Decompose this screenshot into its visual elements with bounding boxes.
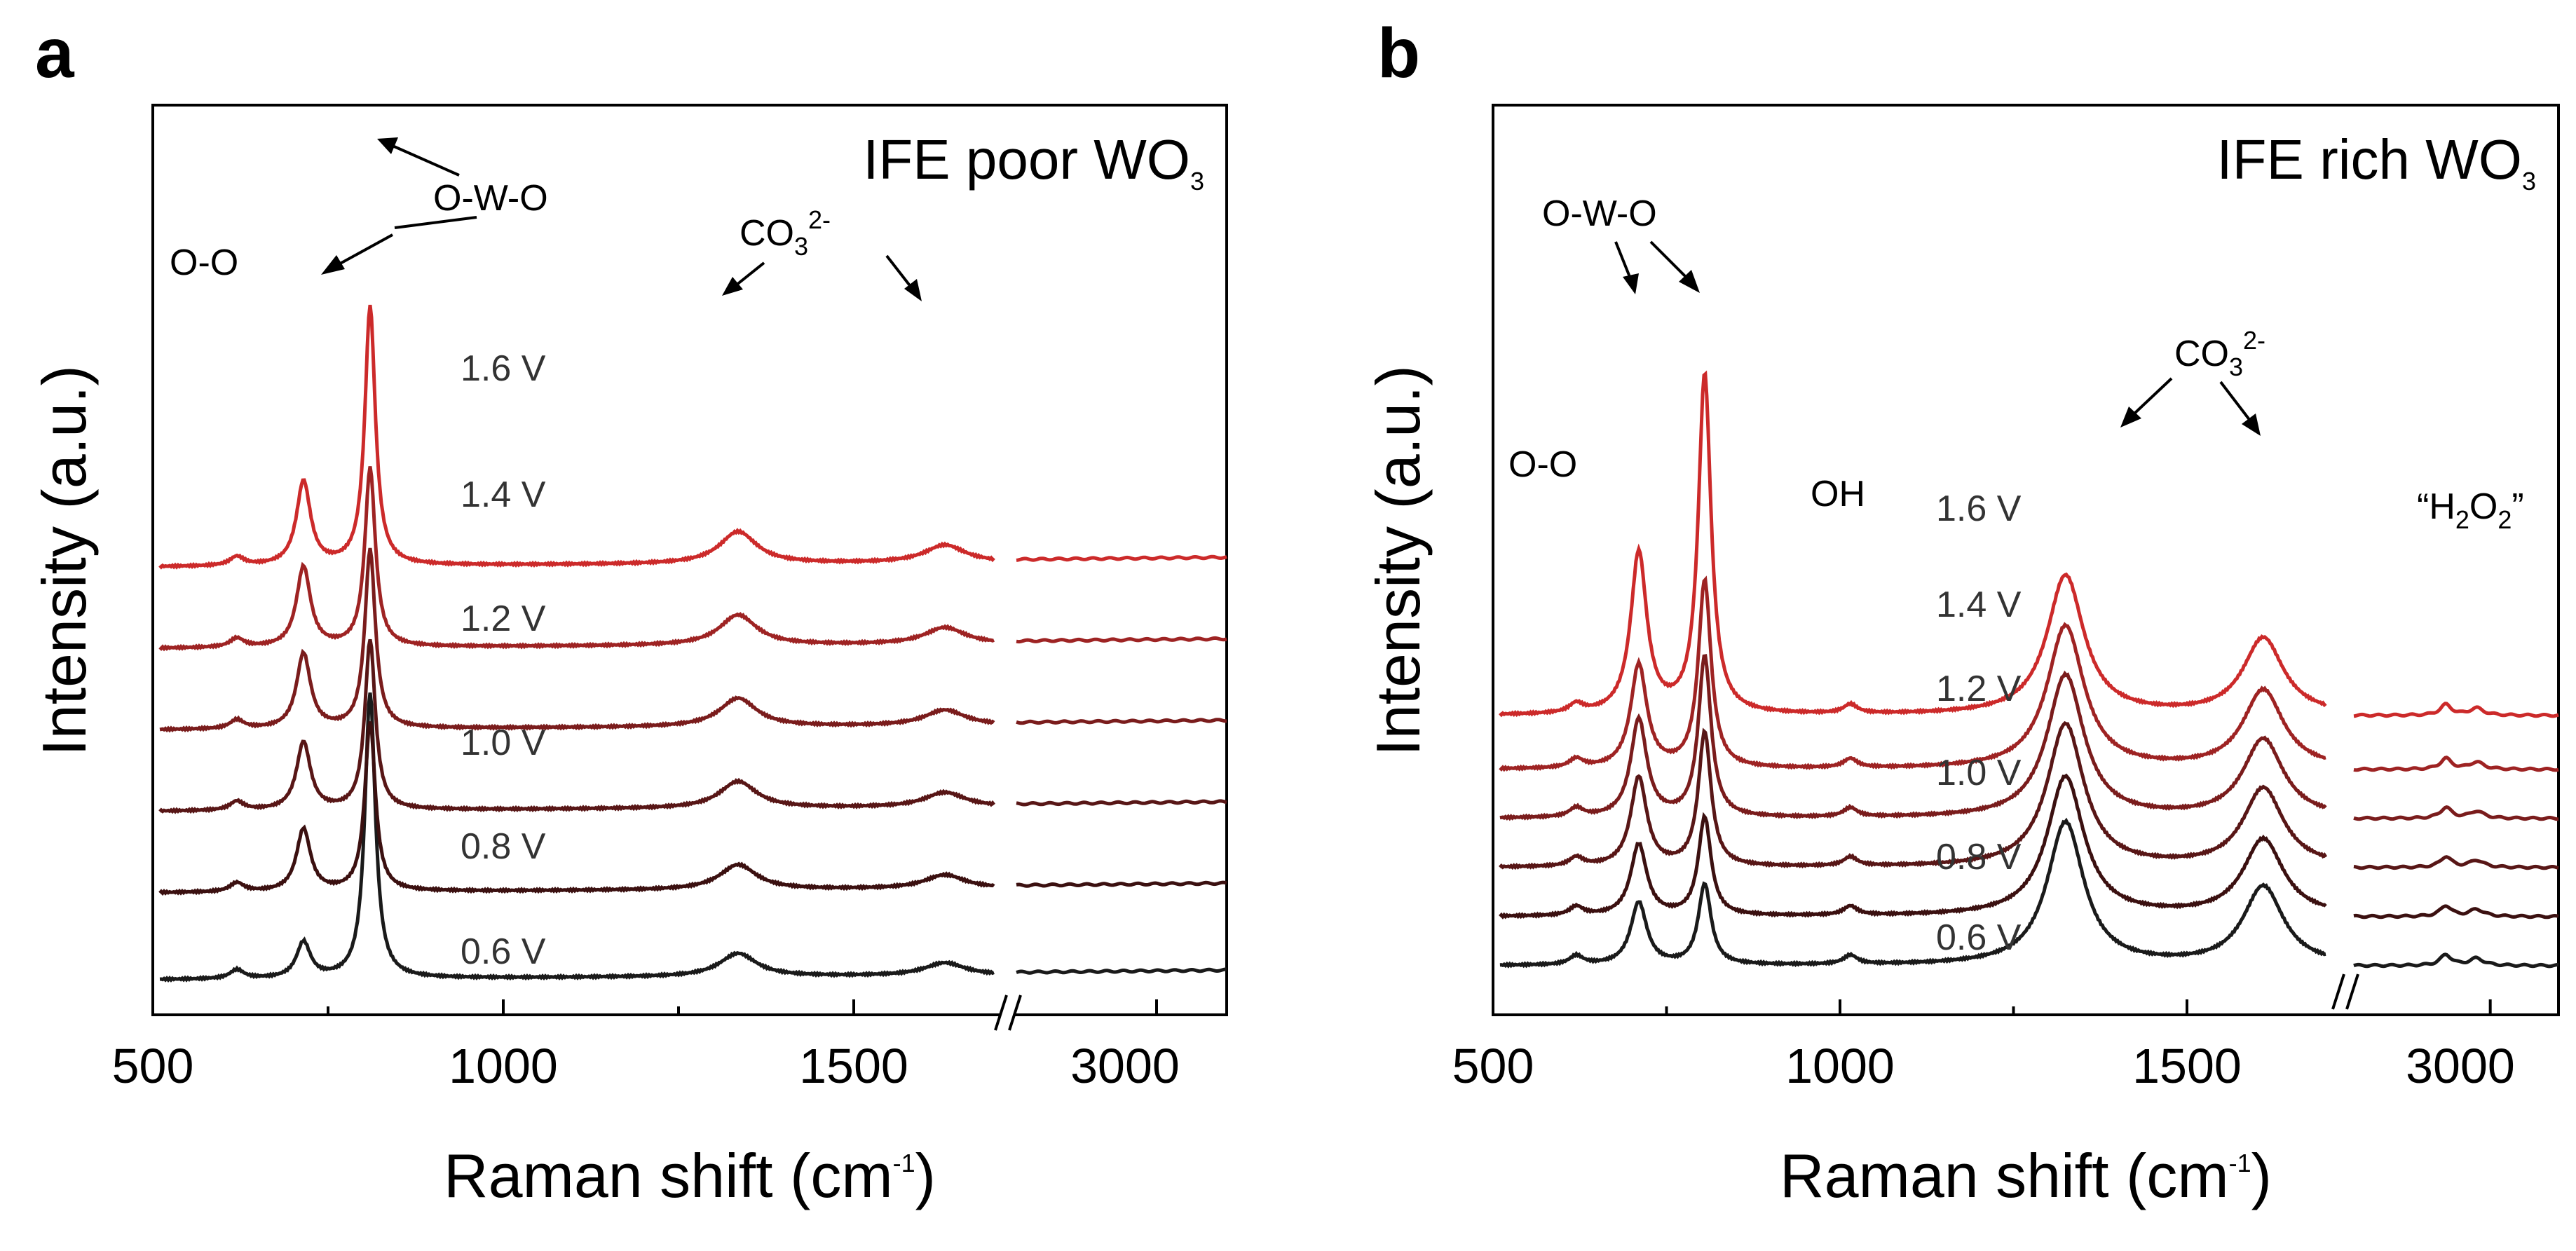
panel-a-series-label: 0.8 V: [461, 826, 546, 867]
panel-a-curves: [158, 304, 1227, 983]
spectrum-line-16V-high: [2353, 702, 2559, 718]
spectrum-line-14V: [158, 466, 995, 652]
panel-b-ann-o-o: O-O: [1508, 444, 1577, 485]
arrow-line: [1649, 240, 1687, 278]
spectrum-line-12V: [159, 547, 995, 733]
spectrum-line-10V-high: [2353, 855, 2559, 870]
panel-a-xtick-500: 500: [112, 1039, 194, 1093]
spectrum-line-12V-high: [2353, 805, 2559, 821]
panel-a-ticks: [151, 999, 1158, 1015]
panel-a-ann-o-w-o: O-W-O: [433, 178, 548, 219]
panel-a-title: IFE poor WO3: [863, 128, 1204, 196]
arrowhead-icon: [377, 137, 398, 154]
panel-a-arrows: [321, 137, 922, 301]
panel-b-ann-h2o2: “H2O2”: [2417, 486, 2524, 534]
panel-a-xtick-1500: 1500: [799, 1039, 908, 1093]
panel-a-xlabel: Raman shift (cm-1): [444, 1141, 936, 1210]
spectrum-line-06V-high: [2353, 952, 2559, 969]
spectrum-line-14V-high: [1016, 636, 1227, 644]
arrowhead-icon: [904, 279, 922, 301]
spectrum-line-08V-high: [1016, 880, 1227, 888]
panel-a-series-label: 1.4 V: [461, 474, 546, 515]
panel-b-xtick-500: 500: [1452, 1039, 1534, 1093]
spectrum-line-08V: [1499, 773, 2327, 920]
panel-a-xtick-1000: 1000: [449, 1039, 558, 1093]
spectrum-line-06V: [159, 692, 995, 983]
panel-b-series-label: 0.8 V: [1936, 837, 2022, 877]
panel-b-series-label: 1.4 V: [1936, 585, 2022, 625]
panel-a-xtick-3000: 3000: [1070, 1039, 1180, 1093]
panel-b-xtick-1500: 1500: [2132, 1039, 2242, 1093]
arrowhead-icon: [722, 277, 743, 296]
panel-b-series-label: 1.2 V: [1936, 669, 2022, 709]
spectrum-line-14V: [1499, 575, 2326, 772]
panel-a-ann-co3: CO32-: [740, 205, 831, 261]
arrow-line: [2219, 381, 2251, 422]
panel-a-letter: a: [35, 14, 75, 93]
panel-a-axis-break: [994, 992, 1022, 1034]
panel-b-xlabel: Raman shift (cm-1): [1780, 1141, 2272, 1210]
panel-a: a 500 1000 1500 3000 Raman shift (cm-1) …: [29, 14, 1228, 1210]
panel-b-ann-o-w-o: O-W-O: [1542, 193, 1657, 234]
spectrum-line-06V-high: [1016, 967, 1227, 975]
arrowhead-icon: [1679, 270, 1700, 293]
panel-b-curves: [1499, 370, 2559, 969]
spectrum-line-16V: [1499, 370, 2327, 718]
panel-b-series-label: 1.0 V: [1936, 753, 2022, 793]
spectrum-line-10V: [158, 638, 995, 814]
arrow-line: [1614, 241, 1631, 278]
arrowhead-icon: [2120, 406, 2141, 428]
panel-a-ann-o-o: O-O: [170, 242, 238, 283]
panel-b: b 500 1000 1500 3000 Raman shift (cm-1) …: [1363, 14, 2560, 1210]
spectrum-line-10V: [1499, 720, 2328, 870]
panel-b-ann-co3: CO32-: [2174, 326, 2265, 381]
arrow-line: [334, 233, 393, 268]
panel-b-xtick-1000: 1000: [1785, 1039, 1895, 1093]
panel-a-frame: [151, 104, 1228, 1016]
panel-a-series-label: 1.2 V: [461, 599, 546, 639]
spectrum-line-08V-high: [2353, 904, 2559, 920]
spectrum-line-16V-high: [1016, 554, 1227, 562]
panel-b-ann-oh: OH: [1811, 474, 1865, 514]
arrowhead-icon: [321, 255, 345, 275]
panel-b-xtick-3000: 3000: [2406, 1039, 2515, 1093]
panel-b-series-label: 0.6 V: [1936, 917, 2022, 958]
spectrum-line-12V-high: [1016, 718, 1227, 725]
spectrum-line-14V-high: [2353, 756, 2559, 772]
panel-b-arrows: [1614, 240, 2261, 436]
panel-b-ylabel: Intensity (a.u.): [1363, 365, 1433, 756]
spectrum-line-08V: [158, 721, 995, 896]
panel-b-frame: [1492, 104, 2560, 1016]
arrow-line: [2133, 377, 2173, 415]
panel-b-letter: b: [1377, 14, 1420, 93]
panel-b-title: IFE rich WO3: [2216, 128, 2536, 196]
spectrum-line-12V: [1499, 654, 2327, 821]
arrowhead-icon: [1623, 273, 1639, 294]
panel-b-series-label: 1.6 V: [1936, 488, 2022, 529]
arrow-line: [735, 261, 765, 287]
panel-b-ticks: [1492, 999, 2492, 1015]
spectrum-line-06V: [1499, 817, 2326, 969]
arrow-line: [392, 144, 460, 177]
panel-a-series-label: 1.0 V: [461, 723, 546, 763]
arrowhead-icon: [2242, 413, 2261, 436]
spectrum-line-16V: [158, 304, 995, 570]
panel-a-ylabel: Intensity (a.u.): [29, 365, 99, 756]
arrow-line: [885, 254, 913, 289]
panel-a-series-label: 1.6 V: [461, 348, 546, 389]
spectrum-line-10V-high: [1016, 799, 1227, 807]
panel-a-series-label: 0.6 V: [461, 931, 546, 972]
arrow-line: [394, 216, 477, 229]
panel-b-axis-break: [2331, 971, 2359, 1013]
